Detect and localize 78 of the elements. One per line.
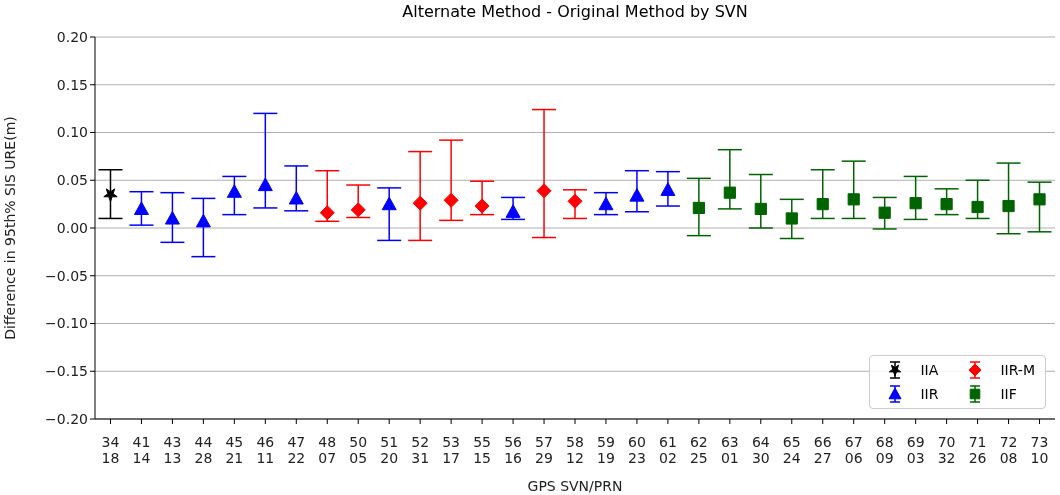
x-tick-label: 45 21 [225,433,244,466]
point [381,196,397,211]
legend-label: IIR [920,386,939,402]
y-axis-title: Difference in 95th% SIS URE(m) [1,116,18,340]
x-tick-label: 67 06 [844,433,863,466]
x-tick-label: 60 23 [628,433,646,466]
point [878,206,891,219]
x-tick-label: 50 05 [349,433,368,466]
chart-title: Alternate Method - Original Method by SVN [401,2,749,21]
legend-label: IIA [920,362,939,378]
point [847,193,860,206]
x-tick-label: 48 07 [318,433,337,466]
point [505,204,521,218]
y-tick-label: 0.05 [56,172,88,189]
y-tick-label: −0.10 [45,315,88,332]
point [133,201,149,215]
point [1033,193,1046,206]
x-tick-label: 65 24 [782,433,801,466]
x-tick-label: 61 02 [658,433,677,466]
point [940,198,953,211]
point [909,197,922,210]
x-tick-label: 72 08 [999,433,1018,466]
point [195,213,211,228]
point [567,193,583,209]
point [412,195,428,211]
point [598,196,614,211]
x-tick-label: 52 31 [411,433,430,466]
x-tick-label: 43 13 [163,433,182,466]
x-tick-label: 57 29 [535,433,553,466]
point [723,186,736,199]
y-tick-label: 0.00 [56,219,88,236]
point [629,188,645,202]
point [288,190,304,205]
x-axis-title: GPS SVN/PRN [527,478,623,494]
point [660,182,676,196]
point [971,200,984,214]
y-tick-label: 0.10 [56,124,88,141]
y-tick-label: 0.15 [56,76,88,93]
x-tick-label: 62 25 [689,433,708,466]
point [164,210,180,225]
point [103,188,118,203]
point [257,177,273,192]
x-tick-label: 34 18 [101,433,120,466]
legend-label: IIF [1000,386,1017,402]
x-tick-label: 55 15 [473,433,492,466]
point [536,183,552,199]
y-tick-label: −0.20 [45,410,88,427]
x-tick-label: 44 28 [194,433,213,466]
y-tick-label: −0.05 [45,267,88,284]
x-tick-label: 56 16 [504,433,523,466]
x-tick-label: 70 32 [937,433,956,466]
point [754,202,767,215]
x-tick-label: 73 10 [1030,433,1049,466]
x-tick-label: 41 14 [132,433,151,466]
point [474,198,490,214]
point [816,198,829,211]
x-tick-label: 51 20 [380,433,399,466]
x-tick-label: 46 11 [256,433,275,466]
point [226,184,242,198]
x-tick-label: 66 27 [813,433,832,466]
point [1002,199,1015,213]
x-tick-label: 47 22 [287,433,306,466]
point [319,205,335,221]
y-tick-label: 0.20 [56,28,88,45]
x-tick-label: 63 01 [720,433,739,466]
y-tick-label: −0.15 [45,363,88,380]
x-tick-label: 71 26 [968,433,987,466]
point [443,192,459,208]
x-tick-label: 68 09 [875,433,894,466]
x-tick-label: 59 19 [597,433,615,466]
legend-label: IIR-M [1000,362,1035,378]
point [350,202,366,218]
point [692,201,705,215]
point [785,212,798,225]
x-tick-label: 58 12 [566,433,584,466]
x-tick-label: 53 17 [442,433,461,466]
x-tick-label: 69 03 [906,433,925,466]
x-tick-label: 64 30 [751,433,770,466]
